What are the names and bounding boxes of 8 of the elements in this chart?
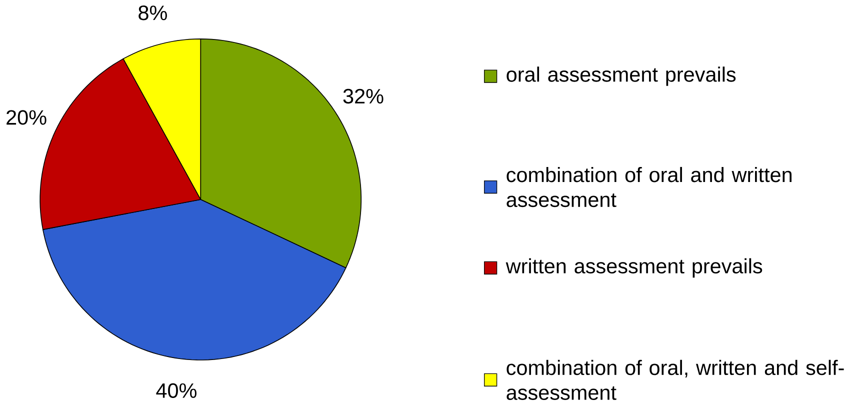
- legend-label: combination of oral, written and self-assessment: [506, 360, 844, 400]
- data-label: 32%: [343, 88, 384, 104]
- legend-label: written assessment prevails: [506, 258, 762, 278]
- data-label: 8%: [138, 5, 167, 20]
- data-label: 20%: [6, 110, 46, 125]
- legend-label: combination of oral and written assessment: [506, 166, 792, 207]
- legend-label: oral assessment prevails: [506, 66, 736, 86]
- data-label: 40%: [156, 383, 196, 398]
